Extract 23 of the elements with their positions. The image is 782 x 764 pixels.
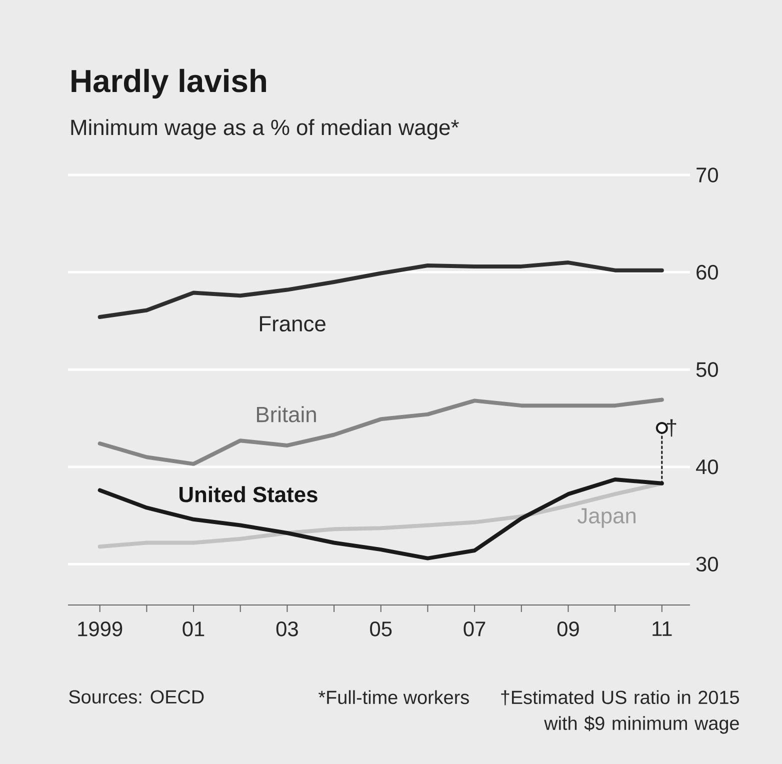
y-tick-label: 60: [696, 264, 718, 280]
text: †Estimated US ratio in 2015 with $9 minimum wage: [501, 690, 739, 734]
y-tick-label: 70: [696, 168, 718, 182]
chart-subtitle: Minimum wage as a % of median wage*: [71, 119, 459, 140]
text: *Full-time workers: [318, 690, 469, 704]
source-note: Sources: OECD: [69, 690, 204, 704]
x-tick-label: 05: [370, 622, 392, 636]
y-tick-label: 30: [696, 556, 718, 572]
x-tick-label: 07: [464, 622, 486, 636]
series-label: United States: [180, 486, 318, 502]
x-tick-label: 1999: [78, 622, 122, 636]
x-tick-label: 03: [276, 622, 298, 636]
chart-title: Hardly lavish: [72, 68, 266, 99]
x-tick-label: 11: [652, 622, 672, 636]
series-label: Japan: [578, 508, 636, 528]
series-label: France: [260, 316, 326, 332]
x-tick-label: 09: [557, 622, 579, 636]
annotation: †: [666, 419, 676, 437]
y-tick-label: 40: [696, 459, 718, 474]
x-tick-label: 01: [182, 622, 204, 636]
y-tick-label: 50: [696, 362, 718, 377]
line-series: [98, 481, 664, 549]
series-label: Britain: [257, 406, 316, 422]
